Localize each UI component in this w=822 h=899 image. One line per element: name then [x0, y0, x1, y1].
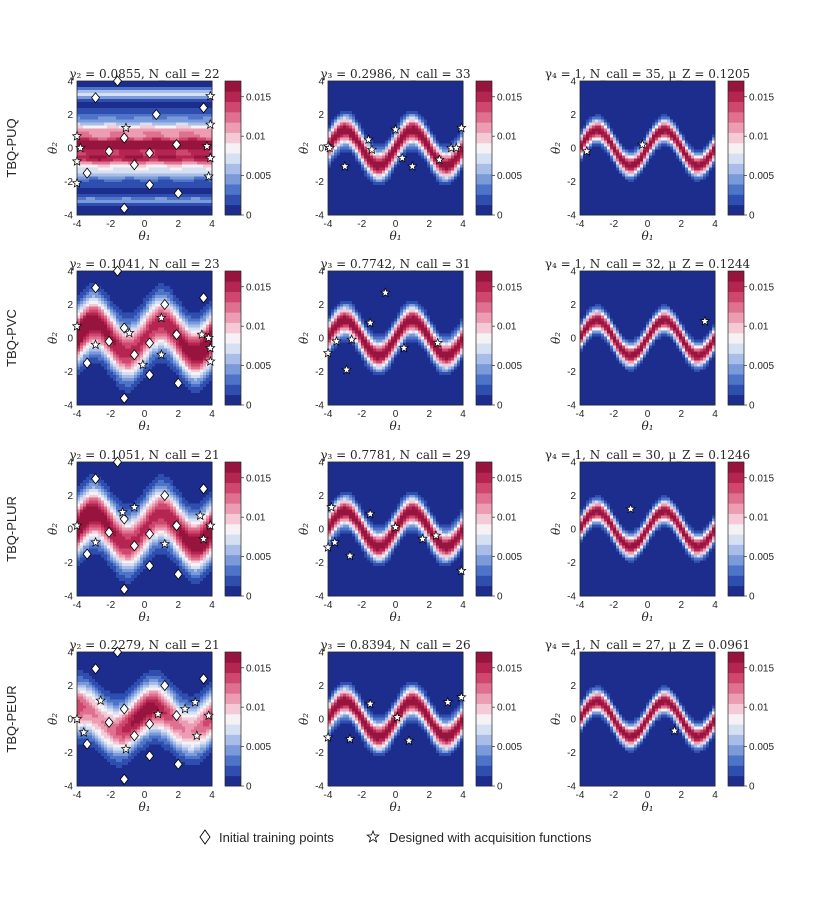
figure: -4 -2 0 2 4-4-2024θ₁θ₂γ₂ = 0.0855, N_call = … [0, 0, 822, 899]
heatmap-puq-1 [77, 81, 213, 216]
